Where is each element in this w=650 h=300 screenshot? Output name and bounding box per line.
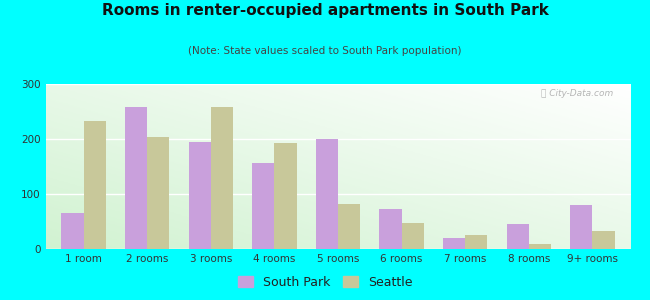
Bar: [380, 209, 402, 249]
Bar: [211, 107, 233, 249]
Legend: South Park, Seattle: South Park, Seattle: [233, 271, 417, 294]
Bar: [528, 244, 551, 249]
Bar: [402, 223, 424, 249]
Bar: [274, 143, 296, 249]
Bar: [570, 205, 592, 249]
Text: (Note: State values scaled to South Park population): (Note: State values scaled to South Park…: [188, 46, 462, 56]
Bar: [125, 107, 148, 249]
Bar: [61, 213, 84, 249]
Text: Ⓜ City-Data.com: Ⓜ City-Data.com: [541, 89, 613, 98]
Bar: [188, 142, 211, 249]
Bar: [252, 163, 274, 249]
Bar: [316, 139, 338, 249]
Bar: [506, 224, 528, 249]
Bar: [84, 121, 106, 249]
Bar: [148, 137, 170, 249]
Bar: [338, 204, 360, 249]
Bar: [443, 238, 465, 249]
Bar: [592, 231, 615, 249]
Text: Rooms in renter-occupied apartments in South Park: Rooms in renter-occupied apartments in S…: [101, 3, 549, 18]
Bar: [465, 235, 488, 249]
